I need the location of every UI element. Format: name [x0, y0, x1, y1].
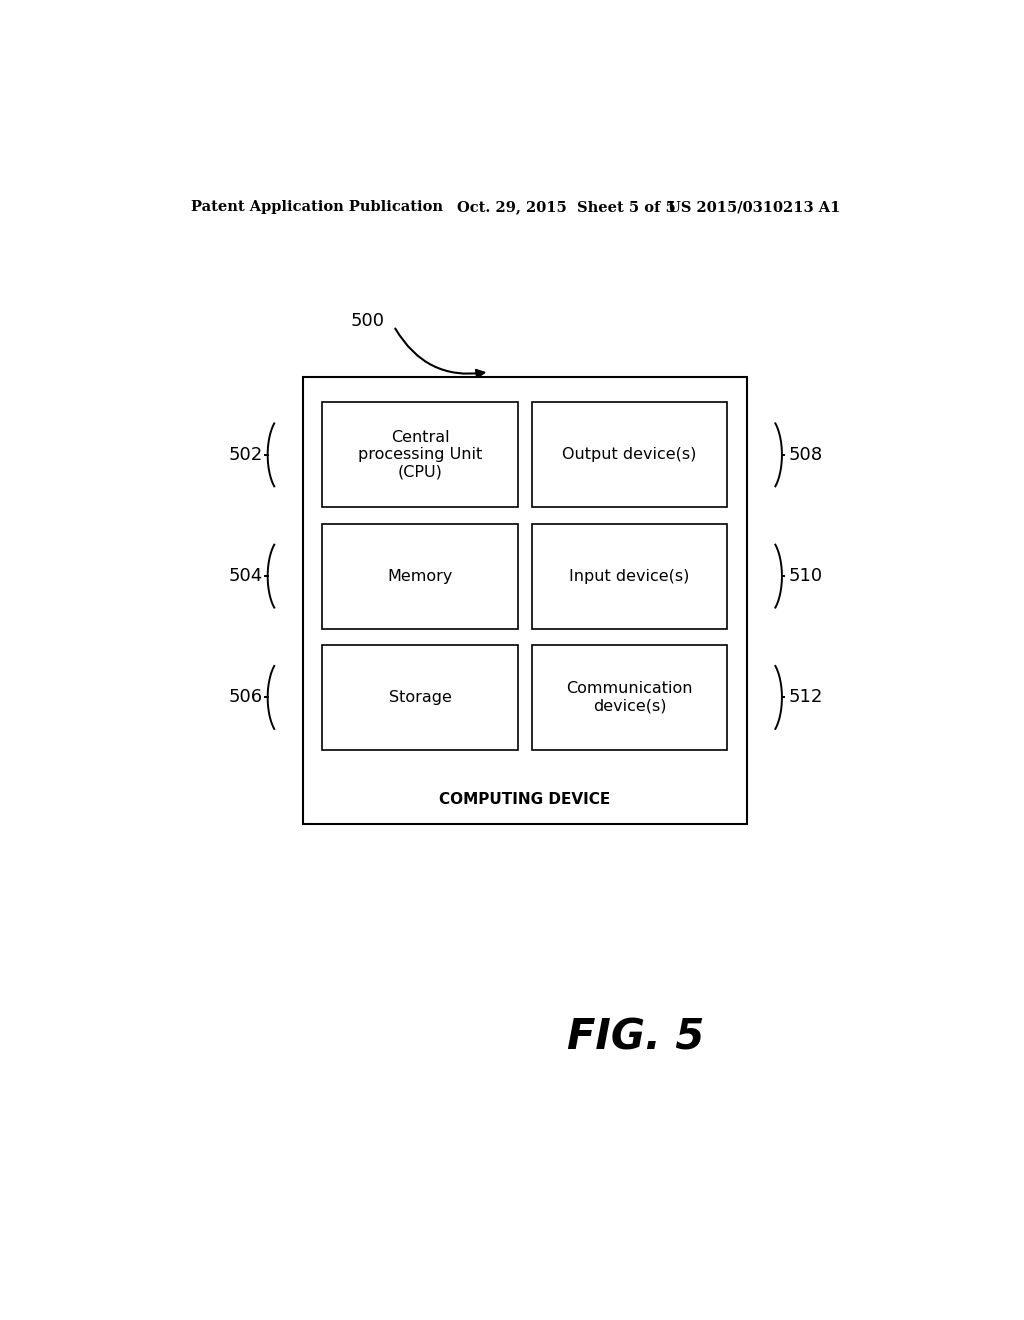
Text: 510: 510 — [788, 568, 822, 585]
Bar — [303, 378, 748, 824]
Text: FIG. 5: FIG. 5 — [567, 1016, 705, 1059]
Bar — [323, 524, 518, 628]
Text: 506: 506 — [228, 689, 263, 706]
Text: 500: 500 — [350, 312, 384, 330]
Bar — [531, 524, 727, 628]
Text: Central
processing Unit
(CPU): Central processing Unit (CPU) — [358, 430, 482, 479]
Text: US 2015/0310213 A1: US 2015/0310213 A1 — [668, 201, 840, 214]
Bar — [531, 403, 727, 507]
Text: 502: 502 — [228, 446, 263, 463]
FancyArrowPatch shape — [395, 329, 484, 378]
Text: 512: 512 — [788, 689, 822, 706]
Text: Storage: Storage — [388, 690, 452, 705]
Text: 508: 508 — [788, 446, 822, 463]
Bar — [323, 403, 518, 507]
Text: COMPUTING DEVICE: COMPUTING DEVICE — [439, 792, 610, 808]
Bar — [531, 645, 727, 750]
Bar — [323, 645, 518, 750]
Text: Input device(s): Input device(s) — [569, 569, 690, 583]
Text: Patent Application Publication: Patent Application Publication — [191, 201, 443, 214]
Text: Oct. 29, 2015  Sheet 5 of 5: Oct. 29, 2015 Sheet 5 of 5 — [458, 201, 676, 214]
Text: 504: 504 — [228, 568, 263, 585]
Text: Output device(s): Output device(s) — [562, 447, 696, 462]
Text: Memory: Memory — [387, 569, 453, 583]
Text: Communication
device(s): Communication device(s) — [566, 681, 693, 714]
